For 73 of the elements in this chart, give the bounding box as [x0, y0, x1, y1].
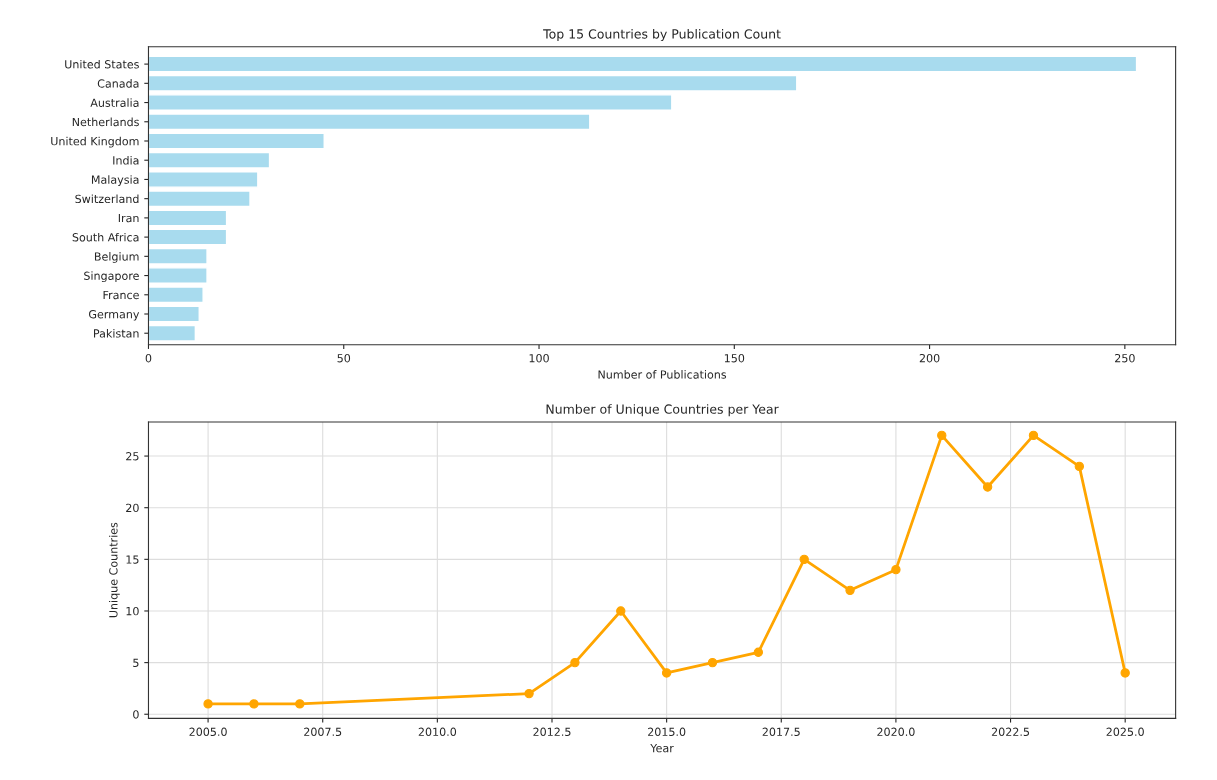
bar [148, 324, 197, 342]
y-tick-label: Germany [89, 309, 140, 321]
y-tick-label: Australia [90, 98, 139, 107]
bar [148, 209, 228, 227]
x-tick-label: 2020.0 [877, 727, 915, 737]
y-tick-label: Switzerland [75, 194, 139, 204]
x-tick-label: 2015.0 [648, 727, 686, 737]
chart-title: Top 15 Countries by Publication Count [543, 28, 781, 42]
bar [148, 94, 673, 111]
x-tick-label: 2005.0 [189, 727, 227, 737]
y-tick-label: United Kingdom [51, 136, 139, 148]
x-tick-label: 150 [724, 353, 745, 363]
bar [148, 305, 200, 323]
x-tick-label: 2022.5 [991, 727, 1030, 737]
point [661, 668, 672, 678]
bar [148, 74, 798, 92]
x-tick-label: 2010.0 [418, 727, 457, 737]
y-axis-title: Unique Countries [109, 522, 120, 618]
y-tick-label: United States [65, 59, 139, 69]
x-tick-label: 2025.0 [1106, 727, 1144, 737]
point [295, 699, 305, 709]
bar [148, 190, 251, 208]
point [799, 554, 809, 565]
bar [148, 228, 228, 246]
y-tick-label: 15 [126, 555, 139, 564]
point [570, 657, 580, 668]
bar [148, 113, 591, 131]
point [707, 657, 718, 668]
bar [148, 286, 204, 304]
y-tick-label: Pakistan [94, 329, 139, 338]
bar [148, 247, 208, 265]
x-axis-title: Number of Publications [598, 370, 727, 379]
bar [148, 171, 259, 188]
y-tick-label: Belgium [94, 252, 139, 263]
y-tick-label: South Africa [72, 232, 139, 242]
x-tick-label: 2007.5 [304, 727, 342, 737]
point [249, 699, 259, 709]
bar [148, 267, 208, 284]
point [524, 688, 534, 699]
y-tick-label: Netherlands [72, 117, 139, 127]
y-tick-label: 20 [126, 503, 139, 513]
x-tick-label: 200 [919, 353, 940, 363]
y-tick-label: 5 [133, 658, 139, 667]
bar [148, 55, 1138, 73]
y-tick-label: 25 [126, 452, 139, 461]
x-tick-label: 50 [337, 353, 351, 363]
x-tick-label: 2012.5 [533, 727, 571, 737]
y-tick-label: Iran [118, 214, 139, 223]
bar [148, 132, 325, 150]
point [616, 606, 626, 616]
bar [148, 151, 271, 169]
point [1074, 461, 1085, 472]
point [1028, 430, 1039, 441]
point [1120, 668, 1130, 678]
y-tick-label: Canada [97, 79, 139, 88]
y-tick-label: Singapore [84, 271, 139, 283]
point [753, 647, 764, 657]
x-tick-label: 2017.5 [762, 727, 800, 737]
point [891, 564, 901, 575]
point [203, 699, 213, 709]
y-tick-label: Malaysia [91, 175, 139, 186]
x-tick-label: 100 [529, 353, 549, 363]
y-tick-label: France [103, 290, 139, 300]
y-tick-label: 10 [126, 606, 139, 616]
x-axis-title: Year [650, 744, 674, 753]
y-tick-label: India [113, 156, 139, 165]
point [845, 585, 855, 595]
x-tick-label: 0 [145, 353, 152, 363]
point [982, 482, 993, 492]
x-tick-label: 250 [1115, 353, 1135, 363]
chart-title: Number of Unique Countries per Year [546, 404, 779, 417]
y-tick-label: 0 [133, 710, 139, 719]
point [937, 430, 947, 441]
